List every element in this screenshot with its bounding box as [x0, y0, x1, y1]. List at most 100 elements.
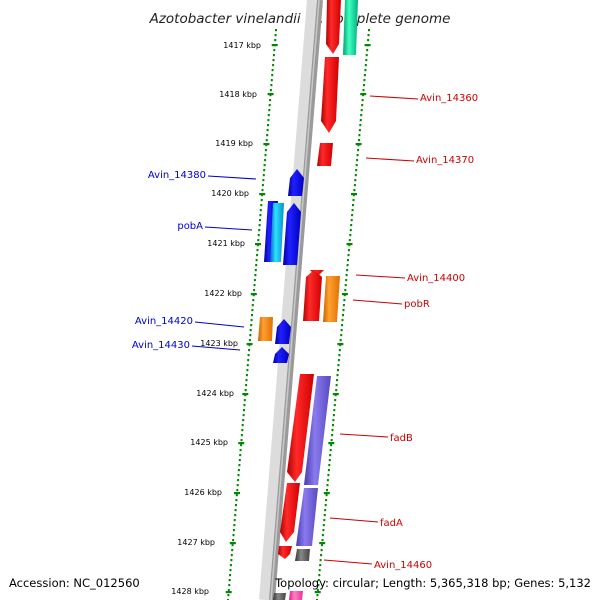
- scale-dot: [265, 139, 268, 142]
- gene-label[interactable]: Avin_14370: [416, 155, 474, 166]
- gene-arrow[interactable]: [273, 593, 286, 600]
- gene-arrow[interactable]: [287, 374, 314, 482]
- label-leader: [369, 95, 419, 100]
- scale-dot: [320, 549, 323, 552]
- scale-dot: [272, 59, 275, 62]
- scale-dot: [257, 239, 260, 242]
- scale-dot: [352, 204, 354, 207]
- scale-dot: [264, 154, 267, 157]
- gene-label[interactable]: Avin_14400: [407, 273, 465, 284]
- gene-arrow[interactable]: [280, 483, 300, 542]
- scale-dash: [242, 393, 249, 396]
- scale-dot: [238, 459, 241, 462]
- tick-label: 1426 kbp: [184, 488, 222, 497]
- label-leader: [207, 175, 257, 180]
- gene-arrow[interactable]: [304, 376, 331, 485]
- scale-dot: [351, 209, 354, 212]
- scale-dot: [262, 179, 265, 182]
- scale-dash: [271, 44, 278, 47]
- scale-dot: [322, 524, 325, 527]
- scale-dot: [245, 379, 248, 382]
- gene-arrow[interactable]: [289, 591, 303, 600]
- scale-dot: [342, 314, 344, 317]
- scale-dot: [360, 109, 363, 112]
- scale-dot: [328, 459, 331, 462]
- tick-label: 1419 kbp: [215, 139, 253, 148]
- scale-dot: [361, 99, 364, 102]
- scale-dot: [250, 319, 253, 322]
- scale-dot: [319, 559, 322, 562]
- gene-label[interactable]: Avin_14360: [420, 93, 478, 104]
- gene-label[interactable]: Avin_14430: [132, 340, 190, 351]
- scale-dot: [361, 104, 364, 107]
- scale-dot: [323, 519, 326, 522]
- scale-dot: [325, 494, 328, 497]
- gene-arrow[interactable]: [295, 549, 310, 561]
- accession-text: Accession: NC_012560: [9, 576, 140, 590]
- scale-dot: [229, 569, 232, 572]
- scale-dot: [267, 114, 270, 117]
- gene-label[interactable]: Avin_14460: [374, 560, 432, 571]
- gene-arrow[interactable]: [326, 0, 341, 54]
- scale-dot: [347, 254, 350, 257]
- scale-dot: [326, 489, 328, 492]
- gene-label[interactable]: pobA: [177, 221, 203, 232]
- scale-dot: [364, 69, 367, 72]
- scale-dot: [354, 179, 357, 182]
- gene-arrow[interactable]: [273, 347, 289, 363]
- scale-dot: [324, 504, 327, 507]
- gene-arrow[interactable]: [258, 317, 273, 341]
- gene-label[interactable]: Avin_14420: [135, 316, 193, 327]
- gene-arrow[interactable]: [278, 546, 292, 559]
- scale-dot: [260, 204, 263, 207]
- scale-dash: [225, 591, 232, 594]
- scale-dot: [259, 219, 261, 222]
- scale-dot: [335, 384, 338, 387]
- scale-dot: [231, 549, 234, 552]
- scale-dot: [246, 369, 249, 372]
- scale-dot: [345, 279, 348, 282]
- scale-dot: [323, 514, 326, 517]
- gene-arrow[interactable]: [296, 488, 318, 546]
- scale-dot: [233, 519, 236, 522]
- scale-dot: [234, 514, 237, 517]
- gene-arrow[interactable]: [303, 270, 322, 321]
- scale-dot: [236, 489, 239, 492]
- scale-dot: [338, 349, 341, 352]
- scale-dot: [264, 149, 267, 152]
- gene-label[interactable]: pobR: [404, 299, 430, 310]
- gene-label[interactable]: Avin_14380: [148, 170, 206, 181]
- gene-arrow[interactable]: [283, 203, 301, 265]
- scale-dot: [349, 234, 352, 237]
- scale-dot: [341, 324, 344, 327]
- gene-label[interactable]: fadA: [380, 518, 403, 529]
- label-leader: [194, 321, 245, 328]
- scale-dot: [251, 314, 253, 317]
- scale-dash: [250, 293, 257, 296]
- gene-label[interactable]: fadB: [390, 433, 413, 444]
- scale-dot: [319, 564, 322, 567]
- scale-dot: [318, 569, 321, 572]
- gene-arrow[interactable]: [321, 57, 339, 133]
- scale-dot: [266, 134, 269, 137]
- scale-dot: [230, 559, 233, 562]
- scale-dot: [333, 404, 336, 407]
- scale-dot: [363, 74, 366, 77]
- scale-dot: [355, 169, 358, 172]
- gene-arrow[interactable]: [343, 0, 358, 55]
- scale-dot: [341, 319, 344, 322]
- gene-arrow[interactable]: [317, 143, 333, 166]
- scale-dot: [251, 304, 254, 307]
- scale-dot: [250, 324, 253, 327]
- scale-dot: [344, 289, 347, 292]
- gene-arrow[interactable]: [275, 319, 291, 344]
- gene-arrow[interactable]: [270, 203, 284, 262]
- scale-dot: [254, 269, 257, 272]
- scale-dot: [362, 89, 365, 92]
- scale-dot: [235, 499, 238, 502]
- gene-arrow[interactable]: [323, 276, 340, 322]
- scale-dot: [240, 439, 243, 442]
- gene-arrow[interactable]: [288, 169, 304, 196]
- scale-dot: [321, 544, 323, 547]
